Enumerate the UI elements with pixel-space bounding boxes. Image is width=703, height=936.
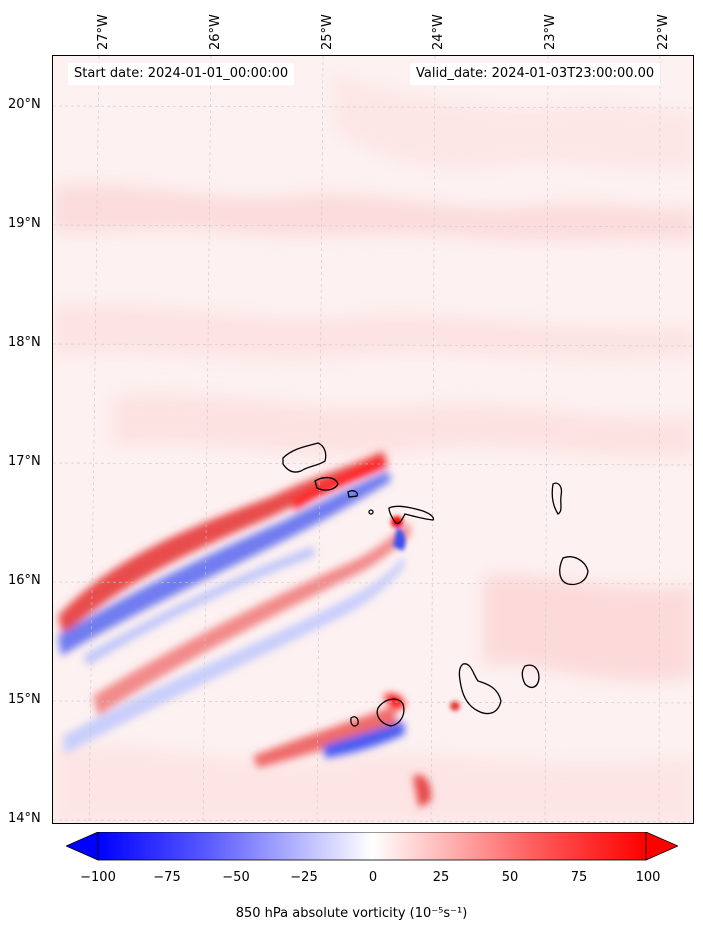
cbar-tick-75: 75 <box>570 870 588 885</box>
cbar-tick-neg50: −50 <box>222 870 250 885</box>
island-boa-vista <box>559 556 589 586</box>
start-date-label: Start date: 2024-01-01_00:00:00 <box>68 63 295 85</box>
lon-label-25w: 25°W <box>320 14 335 50</box>
lat-label-18n: 18°N <box>8 335 41 350</box>
lon-label-27w: 27°W <box>96 14 111 50</box>
lon-label-26w: 26°W <box>208 14 223 50</box>
island-outlines <box>282 442 589 727</box>
grid-lines <box>53 56 693 823</box>
island-sal <box>551 482 563 515</box>
lon-label-24w: 24°W <box>431 14 446 50</box>
lon-label-22w: 22°W <box>656 14 671 50</box>
cbar-tick-neg75: −75 <box>153 870 181 885</box>
island-sao-vicente <box>314 476 339 491</box>
vorticity-field <box>53 56 693 823</box>
island-santa-luzia <box>347 490 359 498</box>
lat-label-15n: 15°N <box>8 692 41 707</box>
cbar-tick-50: 50 <box>501 870 519 885</box>
colorbar-max-arrow <box>645 832 678 861</box>
colorbar <box>66 832 678 861</box>
island-raso <box>368 509 374 515</box>
valid-date-label: Valid_date: 2024-01-03T23:00:00.00 <box>410 63 661 85</box>
island-santiago <box>458 663 502 715</box>
island-santo-antao <box>282 442 327 473</box>
colorbar-gradient <box>97 832 647 861</box>
lat-label-17n: 17°N <box>8 454 41 469</box>
cbar-tick-neg25: −25 <box>290 870 318 885</box>
small-features <box>391 516 460 711</box>
lat-label-16n: 16°N <box>8 573 41 588</box>
lat-label-20n: 20°N <box>8 97 41 112</box>
cbar-tick-100: 100 <box>635 870 661 885</box>
background-patches <box>53 76 693 823</box>
island-sao-nicolau <box>388 505 435 525</box>
island-fogo <box>376 698 405 727</box>
island-brava <box>350 716 359 727</box>
lat-label-19n: 19°N <box>8 216 41 231</box>
northern-wake <box>58 451 391 666</box>
island-maio <box>521 664 540 689</box>
colorbar-min-arrow <box>66 832 99 861</box>
cbar-tick-neg100: −100 <box>80 870 116 885</box>
middle-wake <box>63 521 411 754</box>
vorticity-map <box>52 55 694 824</box>
lat-label-14n: 14°N <box>8 811 41 826</box>
lon-label-23w: 23°W <box>543 14 558 50</box>
cbar-tick-25: 25 <box>432 870 450 885</box>
colorbar-label: 850 hPa absolute vorticity (10⁻⁵s⁻¹) <box>235 906 468 921</box>
cbar-tick-0: 0 <box>368 870 378 885</box>
southern-wake <box>253 694 432 808</box>
